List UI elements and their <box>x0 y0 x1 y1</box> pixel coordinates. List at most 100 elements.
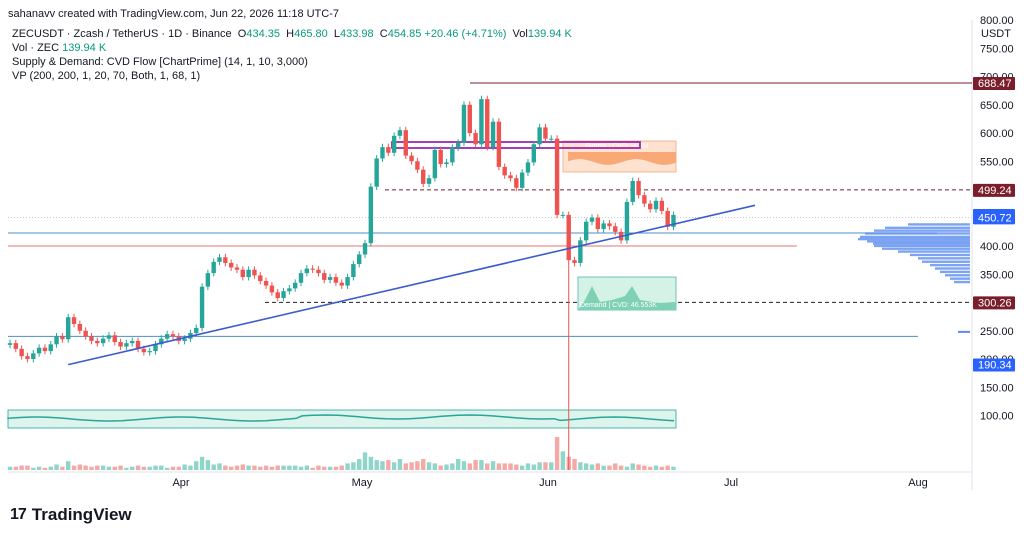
candle-body <box>357 254 362 265</box>
y-tick-label: 150.00 <box>980 382 1014 394</box>
price-label-box <box>973 211 1015 225</box>
candle-body <box>327 277 333 280</box>
price-label-box <box>973 77 1015 91</box>
volume-bar <box>263 465 269 470</box>
volume-profile-bar <box>882 247 970 250</box>
candle-body <box>671 214 676 227</box>
volume-bar <box>415 461 420 470</box>
volume-bar <box>147 466 152 470</box>
volume-bar <box>60 466 65 470</box>
volume-bar <box>298 466 304 470</box>
volume-bar <box>438 465 443 470</box>
candle-body <box>589 217 595 222</box>
candle-body <box>426 178 432 184</box>
candle-body <box>89 336 94 341</box>
candle-body <box>60 336 65 340</box>
candle-body <box>95 340 100 344</box>
candle-body <box>450 147 455 163</box>
y-tick-label: 250.00 <box>980 326 1014 338</box>
candle-body <box>374 158 379 187</box>
candle-body <box>322 273 327 280</box>
candle-body <box>83 330 88 337</box>
volume-bar <box>182 464 187 470</box>
ohlc-volume: Vol139.94 K <box>512 28 572 40</box>
volume-bar <box>648 466 653 470</box>
candle-body <box>421 169 426 184</box>
indicator-legend-vp[interactable]: VP (200, 200, 1, 20, 70, Both, 1, 68, 1) <box>12 70 201 82</box>
volume-bar <box>310 467 315 470</box>
candle-body <box>298 273 304 283</box>
candle-body <box>164 334 170 339</box>
candle-body <box>607 223 612 227</box>
volume-bar <box>543 462 548 470</box>
candle-body <box>42 347 48 352</box>
candle-body <box>135 340 141 349</box>
volume-bar <box>199 456 205 470</box>
candle-body <box>13 343 19 349</box>
volume-bar <box>42 467 48 470</box>
candle-body <box>613 226 618 232</box>
y-tick-label: 350.00 <box>980 269 1014 281</box>
candle-body <box>159 338 164 345</box>
volume-bar <box>357 459 362 470</box>
candle-body <box>246 269 251 278</box>
candle-body <box>554 138 560 215</box>
candle-body <box>310 268 315 270</box>
volume-bar <box>141 466 147 470</box>
price-label-text: 300.26 <box>978 297 1012 309</box>
candle-body <box>118 342 123 347</box>
volume-bar <box>292 465 298 470</box>
volume-bar <box>89 466 94 470</box>
price-label-box <box>973 183 1015 197</box>
candle-body <box>316 269 321 274</box>
candle-body <box>141 348 147 353</box>
candle-body <box>362 243 368 255</box>
volume-bar <box>327 466 333 470</box>
volume-bar <box>211 464 216 470</box>
volume-bar <box>479 460 484 470</box>
volume-bar <box>560 451 566 470</box>
volume-bar <box>607 465 612 470</box>
candle-body <box>281 291 286 298</box>
tradingview-brand[interactable]: 17 TradingView <box>10 505 132 525</box>
candle-body <box>485 99 490 148</box>
volume-legend[interactable]: Vol · ZEC 139.94 K <box>12 42 107 54</box>
volume-bar <box>130 466 135 470</box>
demand-zone-profile <box>578 286 676 310</box>
candle-body <box>19 348 24 357</box>
ohlc-change: +20.46 (+4.71%) <box>424 28 507 40</box>
volume-bar <box>659 466 665 470</box>
volume-bar <box>421 459 426 470</box>
supply-zone-profile <box>568 152 676 165</box>
candle-body <box>339 282 344 286</box>
candle-body <box>147 351 152 353</box>
volume-bar <box>653 465 659 470</box>
candle-body <box>199 286 205 328</box>
candle-body <box>549 138 554 140</box>
volume-bar <box>391 462 397 470</box>
candle-body <box>170 334 176 337</box>
price-label-box <box>973 358 1015 372</box>
candle-body <box>205 273 211 287</box>
volume-bar <box>71 465 77 470</box>
indicator-legend-cvd[interactable]: Supply & Demand: CVD Flow [ChartPrime] (… <box>12 56 308 68</box>
candle-body <box>479 99 484 145</box>
volume-profile-bar <box>858 237 970 241</box>
y-tick-label: 800.00 <box>980 15 1014 27</box>
volume-bar <box>549 462 554 470</box>
volume-bar <box>636 464 641 470</box>
volume-profile-bar <box>874 244 970 248</box>
tradingview-wordmark: TradingView <box>31 505 132 524</box>
candle-body <box>36 347 42 354</box>
volume-bar <box>287 465 292 470</box>
volume-bar <box>316 465 321 470</box>
candle-body <box>438 149 443 165</box>
y-tick-label: 400.00 <box>980 241 1014 253</box>
candle-body <box>572 260 577 263</box>
volume-bar <box>153 465 158 470</box>
candle-body <box>112 335 117 343</box>
candle-body <box>31 353 36 359</box>
candle-body <box>345 277 350 286</box>
volume-bar <box>485 463 490 470</box>
